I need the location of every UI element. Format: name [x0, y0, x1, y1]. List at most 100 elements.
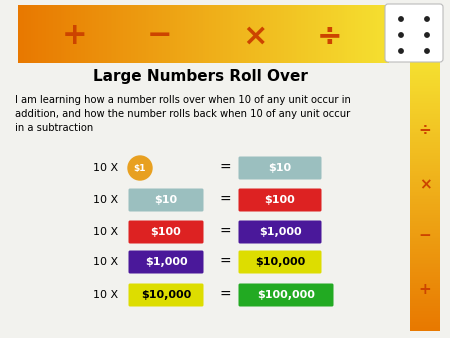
Bar: [297, 5, 300, 63]
Bar: [410, 123, 440, 125]
Bar: [203, 5, 205, 63]
Bar: [220, 5, 222, 63]
Text: =: =: [219, 161, 231, 175]
Bar: [234, 5, 237, 63]
Text: =: =: [219, 288, 231, 302]
Bar: [410, 154, 440, 156]
Bar: [301, 5, 303, 63]
Bar: [101, 5, 104, 63]
Text: ×: ×: [418, 177, 432, 193]
Bar: [410, 76, 440, 78]
Text: $10,000: $10,000: [255, 257, 305, 267]
Bar: [57, 5, 59, 63]
Bar: [177, 5, 180, 63]
FancyBboxPatch shape: [238, 189, 321, 212]
Bar: [410, 119, 440, 121]
Bar: [410, 72, 440, 74]
Bar: [94, 5, 96, 63]
Bar: [320, 5, 322, 63]
Text: +: +: [418, 283, 432, 297]
Bar: [373, 5, 376, 63]
Bar: [410, 329, 440, 331]
Bar: [153, 5, 155, 63]
Bar: [31, 5, 33, 63]
Bar: [218, 5, 220, 63]
Bar: [410, 161, 440, 163]
Bar: [410, 291, 440, 293]
Bar: [331, 5, 333, 63]
Bar: [410, 324, 440, 327]
Bar: [410, 142, 440, 144]
Bar: [122, 5, 124, 63]
Bar: [410, 149, 440, 151]
Bar: [242, 5, 244, 63]
Bar: [410, 263, 440, 264]
Bar: [351, 5, 353, 63]
Bar: [410, 327, 440, 329]
Bar: [158, 5, 161, 63]
Bar: [296, 5, 298, 63]
Bar: [410, 133, 440, 135]
Bar: [344, 5, 346, 63]
Bar: [333, 5, 335, 63]
Bar: [238, 5, 240, 63]
Bar: [208, 5, 211, 63]
Bar: [266, 5, 268, 63]
Bar: [410, 273, 440, 275]
Bar: [381, 5, 383, 63]
Bar: [410, 195, 440, 197]
Bar: [410, 287, 440, 289]
Bar: [410, 245, 440, 247]
Bar: [410, 121, 440, 123]
Bar: [410, 63, 440, 65]
Text: 10 X: 10 X: [93, 195, 118, 205]
Bar: [410, 241, 440, 243]
Bar: [125, 5, 128, 63]
Bar: [410, 300, 440, 302]
Bar: [123, 5, 126, 63]
Bar: [410, 229, 440, 231]
Bar: [334, 5, 337, 63]
Bar: [68, 5, 70, 63]
Text: 10 X: 10 X: [93, 163, 118, 173]
Bar: [86, 5, 89, 63]
Bar: [77, 5, 80, 63]
Bar: [410, 310, 440, 312]
Bar: [410, 288, 440, 290]
Text: I am learning how a number rolls over when 10 of any unit occur in
addition, and: I am learning how a number rolls over wh…: [15, 95, 351, 133]
Bar: [410, 215, 440, 217]
Bar: [410, 307, 440, 309]
Bar: [273, 5, 276, 63]
FancyBboxPatch shape: [129, 220, 203, 243]
Bar: [410, 221, 440, 222]
Bar: [148, 5, 150, 63]
Bar: [410, 234, 440, 236]
Bar: [410, 271, 440, 272]
Bar: [410, 169, 440, 171]
Bar: [346, 5, 348, 63]
Bar: [410, 136, 440, 138]
Bar: [410, 164, 440, 166]
Bar: [371, 5, 374, 63]
Bar: [140, 5, 143, 63]
Bar: [410, 172, 440, 174]
Bar: [107, 5, 109, 63]
Bar: [327, 5, 329, 63]
Text: +: +: [62, 22, 88, 50]
Circle shape: [425, 33, 429, 37]
Bar: [410, 306, 440, 308]
Bar: [233, 5, 235, 63]
Bar: [410, 267, 440, 268]
Bar: [253, 5, 255, 63]
Bar: [358, 5, 361, 63]
Bar: [410, 69, 440, 71]
Bar: [410, 83, 440, 85]
Bar: [73, 5, 76, 63]
Bar: [410, 127, 440, 129]
FancyBboxPatch shape: [238, 156, 321, 179]
Bar: [410, 238, 440, 240]
Bar: [368, 5, 370, 63]
Bar: [366, 5, 368, 63]
Bar: [410, 283, 440, 285]
Bar: [192, 5, 194, 63]
